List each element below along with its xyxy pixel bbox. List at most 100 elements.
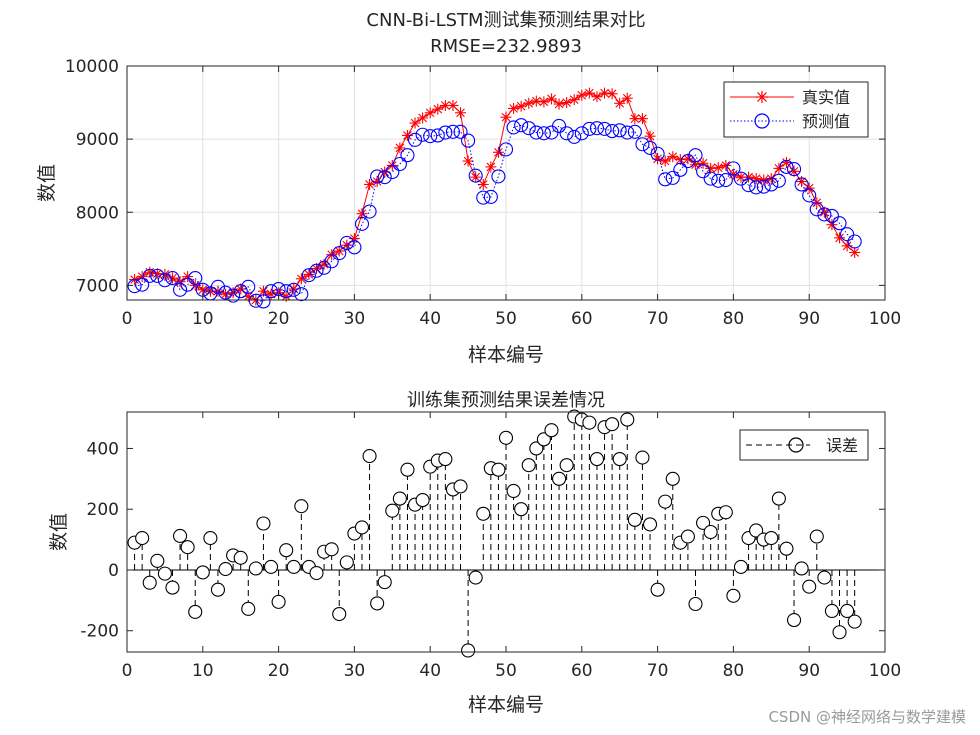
error-point [362,449,377,464]
error-point [642,517,658,532]
predicted-point [567,129,582,144]
predicted-point [673,162,688,177]
true-point [462,155,474,167]
top-panel: CNN-Bi-LSTM测试集预测结果对比 RMSE=232.9893 0 10 20… [36,10,901,366]
error-point [286,559,301,574]
predicted-point [514,118,529,133]
true-point [492,146,504,158]
y-tick-label: 7000 [76,276,119,296]
y-tick-label: 9000 [76,130,119,150]
error-point [165,580,180,595]
predicted-point [301,268,316,283]
predicted-point [188,271,203,286]
error-point [582,415,597,430]
true-point [523,97,535,109]
true-point [849,246,861,258]
error-point [324,542,339,557]
predicted-point [506,120,521,135]
predicted-point [423,129,438,144]
true-point [599,87,611,99]
predicted-point [142,268,157,283]
true-point [697,157,709,169]
predicted-point [135,277,150,292]
error-point [400,462,415,477]
true-point [545,93,557,105]
bottom-panel: 训练集预测结果误差情况 0 10 20 30 40 50 60 70 80 90 100-20002… [48,390,901,716]
error-point [544,423,559,438]
legend-pred-label: 预测值 [802,112,850,131]
true-point [561,97,573,109]
true-point [409,117,421,129]
predicted-point [771,173,786,188]
error-point [203,531,218,546]
y-tick-label: 10000 [65,57,119,77]
error-point [188,604,203,619]
error-point [635,450,650,465]
predicted-point [127,279,142,294]
error-point [453,479,468,494]
predicted-point [157,273,172,288]
predicted-point [574,126,589,141]
true-point [606,88,618,100]
error-point [173,528,188,543]
error-point [847,614,862,629]
predicted-point [226,288,241,303]
error-point [703,524,718,540]
predicted-point [627,124,642,139]
x-tick-label: 40 [419,661,441,681]
error-point [536,432,551,447]
true-point [621,92,633,104]
predicted-point [612,123,627,138]
predicted-point [559,126,574,141]
error-point [415,493,430,508]
predicted-point [279,284,294,299]
error-point [248,561,263,576]
bottom-xlabel: 样本编号 [468,694,544,716]
predicted-point [824,208,839,223]
predicted-point [529,125,544,140]
predicted-point [392,156,407,172]
predicted-point [385,164,400,180]
true-point [197,284,209,296]
error-point [150,553,165,568]
error-point [794,561,809,576]
predicted-point [688,148,703,163]
true-point [538,96,550,108]
predicted-point [362,204,377,219]
error-point [195,565,210,580]
legend-true-label: 真实值 [802,88,850,107]
true-point [834,232,846,244]
x-tick-label: 40 [419,309,441,329]
error-point [385,503,400,518]
predicted-point [263,284,279,299]
predicted-point [756,179,771,194]
error-point [665,471,680,486]
x-tick-label: 70 [647,661,669,681]
watermark: CSDN @神经网络与数学建模 [768,708,966,726]
error-point [749,523,764,538]
predicted-point [620,125,635,140]
error-point [832,625,847,640]
legend-error-label: 误差 [826,436,858,455]
y-tick-label: -200 [80,622,119,642]
true-point [318,258,330,270]
error-point [514,502,529,517]
true-point [500,111,512,123]
true-point [477,178,489,190]
predicted-point [498,142,514,157]
error-point [241,601,256,616]
predicted-point [461,133,476,148]
y-tick-label: 400 [87,439,119,459]
x-tick-label: 0 [122,661,133,681]
predicted-point [703,171,718,186]
error-point [696,515,711,530]
error-point [294,499,309,514]
error-point [157,566,172,581]
top-legend: 真实值 预测值 [723,81,869,138]
true-point [636,113,648,125]
predicted-point [802,188,817,203]
true-point [515,100,527,112]
error-point [809,529,824,544]
predicted-point [324,254,339,269]
